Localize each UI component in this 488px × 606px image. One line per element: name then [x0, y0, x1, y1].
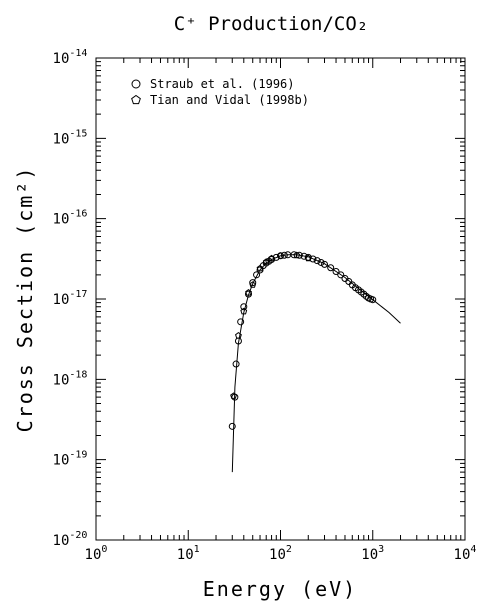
data-point-tian [277, 252, 284, 259]
y-tick-label: 10-14 [53, 48, 88, 67]
legend-marker-circle [131, 79, 141, 89]
y-tick-label: 10-18 [53, 369, 88, 388]
data-point-straub [290, 251, 298, 259]
x-tick-label: 102 [269, 544, 292, 563]
legend-marker-pentagon [131, 94, 141, 105]
y-tick-label: 10-17 [53, 289, 88, 308]
data-point-straub [245, 290, 253, 298]
y-tick-label: 10-16 [53, 209, 88, 228]
data-markers [228, 251, 377, 430]
data-point-straub [240, 303, 248, 311]
data-point-tian [304, 254, 312, 262]
data-point-straub [317, 258, 325, 266]
tick-marks [95, 57, 466, 541]
y-tick-label: 10-20 [53, 530, 88, 549]
fit-curve [231, 254, 401, 473]
y-tick-label: 10-15 [53, 128, 88, 147]
data-point-straub [253, 271, 261, 279]
data-point-tian [256, 264, 264, 272]
data-point-straub [309, 255, 317, 263]
data-point-tian [235, 331, 242, 339]
legend-label-tian: Tian and Vidal (1998b) [150, 93, 309, 107]
data-point-tian [262, 258, 270, 265]
y-tick-label: 10-19 [53, 450, 88, 469]
data-point-tian [245, 288, 252, 296]
data-point-straub [332, 267, 340, 275]
chart-title: C⁺ Production/CO₂ [174, 13, 368, 35]
data-point-straub [232, 360, 240, 368]
legend-label-straub: Straub et al. (1996) [150, 77, 295, 91]
x-axis-label: Energy (eV) [203, 577, 357, 601]
x-tick-label: 100 [85, 544, 108, 563]
data-point-straub [369, 296, 377, 304]
y-tick-labels: 10-20 10-19 10-18 10-17 10-16 10-15 10-14 [53, 48, 88, 549]
data-point-straub [313, 257, 321, 265]
data-point-straub [327, 264, 335, 272]
x-tick-label: 103 [361, 544, 384, 563]
x-tick-labels: 100 101 102 103 104 [85, 544, 477, 563]
legend: Straub et al. (1996) Tian and Vidal (199… [131, 77, 309, 107]
data-point-straub [272, 253, 280, 261]
data-point-straub [321, 260, 329, 268]
data-point-straub [295, 251, 303, 259]
plot-frame [95, 57, 466, 541]
data-point-tian [268, 254, 275, 262]
data-point-straub [237, 318, 245, 326]
x-tick-label: 101 [177, 544, 200, 563]
x-tick-label: 104 [454, 544, 477, 563]
axis-ticks [95, 57, 466, 541]
data-point-tian [249, 281, 257, 288]
data-point-tian [240, 307, 248, 315]
data-point-tian [230, 392, 237, 399]
data-point-straub [249, 279, 257, 287]
data-point-tian [293, 251, 301, 259]
data-point-straub [228, 422, 236, 430]
y-axis-label: Cross Section (cm²) [13, 166, 37, 433]
data-point-straub [280, 251, 288, 259]
data-point-straub [337, 271, 345, 279]
